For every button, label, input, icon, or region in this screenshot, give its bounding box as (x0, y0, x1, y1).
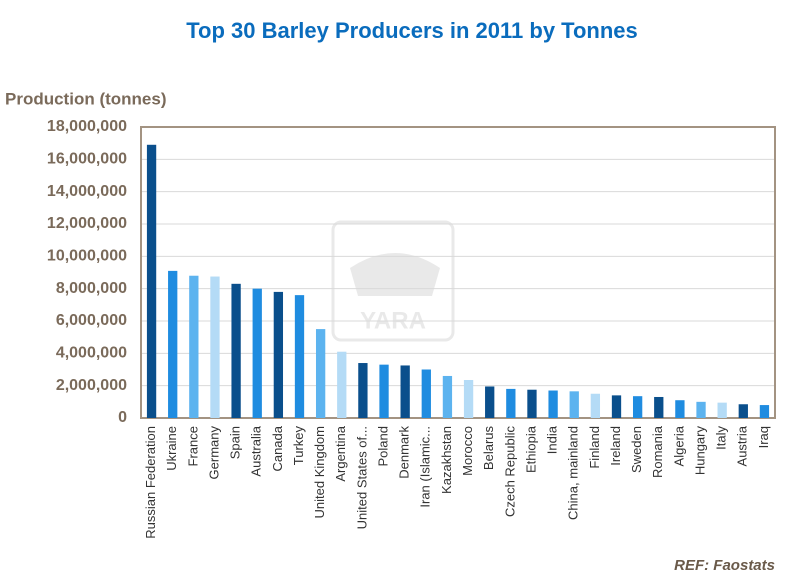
y-tick-label: 10,000,000 (47, 248, 127, 265)
bar (189, 275, 199, 418)
x-tick-label: Poland (375, 426, 390, 466)
bar (315, 329, 326, 418)
bar (231, 283, 241, 418)
plot-frame (140, 126, 776, 419)
x-tick-label: China, mainland (566, 426, 581, 520)
x-tick-label: Hungary (692, 426, 707, 476)
x-tick-label: Argentina (333, 425, 348, 481)
x-tick-label: Denmark (397, 426, 412, 479)
bar (463, 380, 474, 418)
bar (210, 276, 220, 418)
x-tick-label: Canada (270, 425, 285, 471)
y-tick-label: 8,000,000 (56, 280, 127, 297)
x-tick-label: Spain (228, 426, 243, 459)
x-tick-label: Germany (206, 426, 221, 480)
bar (738, 404, 748, 418)
bar (611, 395, 622, 418)
x-tick-label: United States of... (354, 426, 369, 529)
x-tick-label: Austria (735, 425, 750, 466)
y-tick-label: 6,000,000 (56, 312, 127, 329)
bar (400, 365, 410, 418)
bar (485, 386, 495, 418)
x-tick-label: Ireland (608, 426, 623, 466)
y-tick-label: 14,000,000 (47, 183, 127, 200)
x-tick-label: Iran (Islamic... (418, 426, 433, 508)
x-tick-label: Ukraine (164, 426, 179, 471)
x-tick-label: Iraq (756, 426, 771, 448)
x-tick-label: Algeria (671, 425, 686, 466)
y-tick-label: 0 (118, 409, 127, 426)
bar (569, 391, 579, 418)
bar (717, 402, 727, 418)
x-tick-label: Russian Federation (143, 426, 158, 539)
bar (590, 393, 601, 418)
bar (548, 390, 558, 418)
bar (527, 389, 537, 418)
chart-title: Top 30 Barley Producers in 2011 by Tonne… (186, 18, 638, 43)
bar (759, 405, 770, 418)
watermark: YARA (331, 220, 455, 342)
source-note: REF: Faostats (674, 557, 775, 574)
bar (442, 375, 453, 418)
y-tick-label: 18,000,000 (47, 118, 127, 135)
x-tick-label: Romania (650, 425, 665, 478)
bar (506, 388, 516, 418)
x-tick-label: Australia (249, 425, 264, 476)
bar (337, 351, 347, 418)
bar (273, 291, 284, 418)
y-tick-label: 12,000,000 (47, 215, 127, 232)
bar (654, 396, 664, 418)
bar (146, 144, 157, 419)
x-tick-label: Turkey (291, 426, 306, 466)
bar (294, 295, 305, 418)
bar (421, 369, 431, 418)
bar (379, 364, 389, 418)
x-tick-label: Czech Republic (502, 426, 517, 518)
bar (168, 270, 178, 418)
x-tick-label: Italy (714, 426, 729, 450)
bar (252, 288, 262, 418)
x-tick-label: India (545, 425, 560, 454)
x-tick-label: United Kingdom (312, 426, 327, 519)
x-tick-label: Ethiopia (523, 425, 538, 473)
bar (358, 363, 368, 418)
x-tick-label: Belarus (481, 426, 496, 471)
bar (675, 400, 685, 418)
bar (632, 396, 643, 418)
bar (696, 401, 706, 418)
y-tick-label: 16,000,000 (47, 151, 127, 168)
y-axis-label: Production (tonnes) (5, 89, 166, 108)
x-tick-label: France (185, 426, 200, 466)
x-tick-label: Finland (587, 426, 602, 469)
y-tick-label: 2,000,000 (56, 377, 127, 394)
x-tick-label: Sweden (629, 426, 644, 473)
x-tick-label: Kazakhstan (439, 426, 454, 494)
y-tick-label: 4,000,000 (56, 345, 127, 362)
x-tick-label: Morocco (460, 426, 475, 476)
